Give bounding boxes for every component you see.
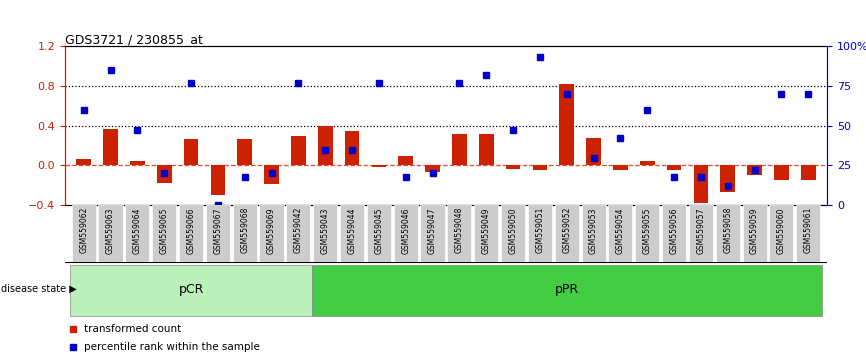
Text: GDS3721 / 230855_at: GDS3721 / 230855_at <box>65 33 203 46</box>
Text: GSM559065: GSM559065 <box>159 207 169 253</box>
Text: GSM559069: GSM559069 <box>267 207 276 253</box>
Text: GSM559044: GSM559044 <box>347 207 357 253</box>
FancyBboxPatch shape <box>796 205 820 262</box>
FancyBboxPatch shape <box>742 205 766 262</box>
FancyBboxPatch shape <box>448 205 471 262</box>
Text: GSM559050: GSM559050 <box>508 207 518 253</box>
FancyBboxPatch shape <box>394 205 417 262</box>
Bar <box>184 139 198 166</box>
Bar <box>721 166 735 192</box>
Bar <box>801 166 816 181</box>
Bar <box>76 159 91 166</box>
Text: percentile rank within the sample: percentile rank within the sample <box>84 342 260 352</box>
Bar <box>747 166 762 176</box>
FancyBboxPatch shape <box>528 205 552 262</box>
Bar <box>157 166 171 183</box>
Text: GSM559045: GSM559045 <box>374 207 384 253</box>
Bar <box>398 155 413 166</box>
Bar <box>640 160 655 166</box>
Text: GSM559051: GSM559051 <box>535 207 545 253</box>
Text: GSM559049: GSM559049 <box>481 207 491 253</box>
Bar <box>586 138 601 166</box>
Bar <box>210 166 225 195</box>
FancyBboxPatch shape <box>70 265 312 316</box>
Bar <box>774 166 789 181</box>
Bar <box>479 133 494 166</box>
FancyBboxPatch shape <box>662 205 686 262</box>
Text: GSM559066: GSM559066 <box>186 207 196 253</box>
FancyBboxPatch shape <box>475 205 498 262</box>
FancyBboxPatch shape <box>312 265 822 316</box>
Text: GSM559046: GSM559046 <box>401 207 410 253</box>
Text: GSM559043: GSM559043 <box>320 207 330 253</box>
Bar <box>318 126 333 166</box>
FancyBboxPatch shape <box>367 205 391 262</box>
Bar <box>425 166 440 172</box>
Bar <box>264 166 279 184</box>
FancyBboxPatch shape <box>554 205 578 262</box>
FancyBboxPatch shape <box>421 205 444 262</box>
FancyBboxPatch shape <box>287 205 311 262</box>
Text: GSM559068: GSM559068 <box>240 207 249 253</box>
Text: GSM559064: GSM559064 <box>132 207 142 253</box>
Text: GSM559058: GSM559058 <box>723 207 733 253</box>
Text: transformed count: transformed count <box>84 324 181 334</box>
Text: GSM559060: GSM559060 <box>777 207 786 253</box>
FancyBboxPatch shape <box>99 205 123 262</box>
Bar <box>506 166 520 170</box>
FancyBboxPatch shape <box>313 205 338 262</box>
FancyBboxPatch shape <box>179 205 204 262</box>
Bar <box>345 131 359 166</box>
Text: GSM559054: GSM559054 <box>616 207 625 253</box>
Text: pCR: pCR <box>178 282 204 296</box>
FancyBboxPatch shape <box>769 205 793 262</box>
Bar <box>613 166 628 171</box>
FancyBboxPatch shape <box>340 205 364 262</box>
Text: GSM559053: GSM559053 <box>589 207 598 253</box>
Text: GSM559057: GSM559057 <box>696 207 706 253</box>
FancyBboxPatch shape <box>715 205 740 262</box>
Bar <box>237 139 252 166</box>
FancyBboxPatch shape <box>608 205 632 262</box>
Bar <box>291 136 306 166</box>
FancyBboxPatch shape <box>206 205 230 262</box>
FancyBboxPatch shape <box>688 205 713 262</box>
Bar <box>452 133 467 166</box>
Bar <box>559 84 574 166</box>
Bar <box>694 166 708 203</box>
FancyBboxPatch shape <box>260 205 284 262</box>
Text: GSM559061: GSM559061 <box>804 207 813 253</box>
Text: GSM559059: GSM559059 <box>750 207 759 253</box>
Text: GSM559052: GSM559052 <box>562 207 572 253</box>
Text: GSM559055: GSM559055 <box>643 207 652 253</box>
Bar <box>372 166 386 167</box>
FancyBboxPatch shape <box>152 205 177 262</box>
Text: GSM559063: GSM559063 <box>106 207 115 253</box>
Text: GSM559062: GSM559062 <box>79 207 88 253</box>
Text: GSM559042: GSM559042 <box>294 207 303 253</box>
Text: GSM559067: GSM559067 <box>213 207 223 253</box>
Bar <box>103 129 118 166</box>
FancyBboxPatch shape <box>581 205 605 262</box>
FancyBboxPatch shape <box>126 205 150 262</box>
Text: pPR: pPR <box>555 282 578 296</box>
Text: GSM559056: GSM559056 <box>669 207 679 253</box>
Text: GSM559047: GSM559047 <box>428 207 437 253</box>
Bar <box>130 160 145 166</box>
Text: disease state ▶: disease state ▶ <box>1 284 76 294</box>
FancyBboxPatch shape <box>635 205 659 262</box>
FancyBboxPatch shape <box>501 205 525 262</box>
FancyBboxPatch shape <box>72 205 96 262</box>
Bar <box>667 166 682 171</box>
Text: GSM559048: GSM559048 <box>455 207 464 253</box>
FancyBboxPatch shape <box>233 205 257 262</box>
Bar <box>533 166 547 171</box>
